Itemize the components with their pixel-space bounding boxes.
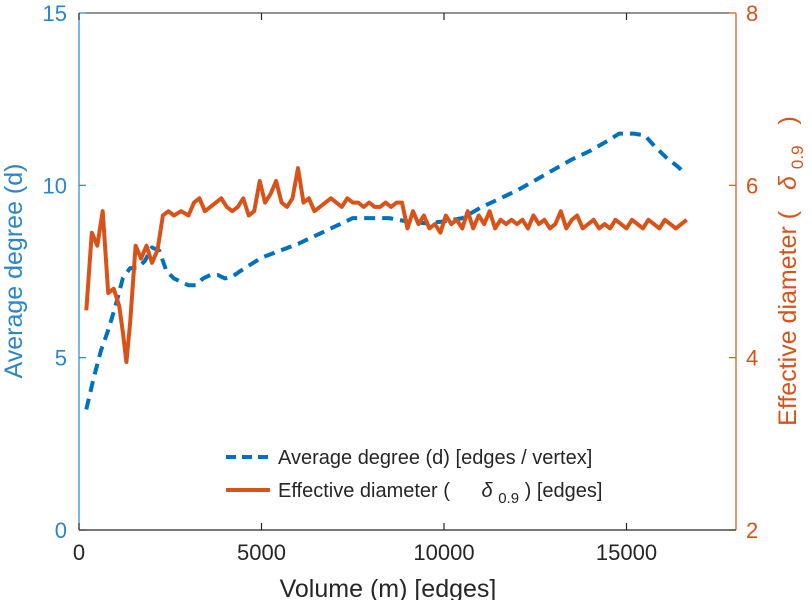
x-axis-tick-label: 10000 xyxy=(413,540,474,565)
y-axis-right-label-suffix: ) xyxy=(774,116,802,124)
right-axis-tick-label: 8 xyxy=(746,1,758,26)
legend-diameter-prefix: Effective diameter ( xyxy=(278,480,450,502)
x-axis-label: Volume (m) [edges] xyxy=(280,575,497,600)
left-axis-tick-label: 15 xyxy=(43,1,67,26)
right-axis-tick-label: 2 xyxy=(746,518,758,543)
left-axis-tick-label: 0 xyxy=(55,518,67,543)
legend-degree-label: Average degree (d) [edges / vertex] xyxy=(278,447,592,469)
x-axis-tick-label: 15000 xyxy=(596,540,657,565)
y-axis-right-label-symbol: δ xyxy=(774,175,802,190)
y-axis-right-label-prefix: Effective diameter ( xyxy=(774,210,802,426)
x-axis: 0 5000 10000 15000 xyxy=(73,13,736,565)
right-y-axis: 2 4 6 8 xyxy=(729,1,758,543)
legend-diameter-sub: 0.9 xyxy=(498,490,519,507)
legend-diameter-symbol: δ xyxy=(482,480,494,502)
right-axis-tick-label: 4 xyxy=(746,346,758,371)
x-axis-tick-label: 0 xyxy=(73,540,85,565)
left-axis-tick-label: 10 xyxy=(43,173,67,198)
y-axis-right-label: Effective diameter ( δ 0.9 ) xyxy=(774,116,809,426)
legend-diameter-suffix: ) [edges] xyxy=(525,480,603,502)
left-axis-tick-label: 5 xyxy=(55,346,67,371)
left-y-axis: 0 5 10 15 xyxy=(43,1,86,543)
y-axis-right-label-sub: 0.9 xyxy=(788,145,807,169)
y-axis-left-label: Average degree (d) xyxy=(0,164,28,379)
x-axis-tick-label: 5000 xyxy=(237,540,286,565)
series-line-degree xyxy=(84,131,687,410)
series-layer xyxy=(84,131,688,410)
legend-diameter-label: Effective diameter ( δ 0.9 ) [edges] xyxy=(278,480,602,508)
legend: Average degree (d) [edges / vertex] Effe… xyxy=(226,447,602,508)
series-line-diameter xyxy=(84,166,688,364)
right-axis-tick-label: 6 xyxy=(746,173,758,198)
